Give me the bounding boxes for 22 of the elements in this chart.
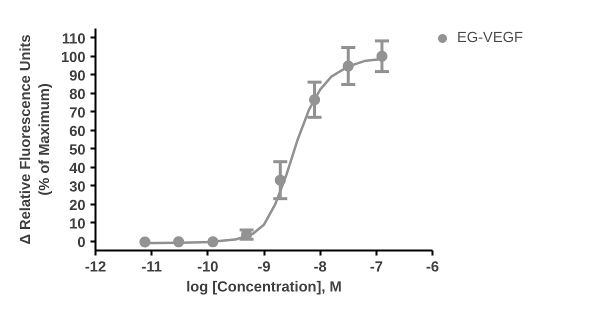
x-tick-label: -12 (84, 260, 106, 276)
y-tick-label: 90 (69, 68, 86, 84)
x-tick-label: -10 (197, 260, 218, 276)
x-tick-label: -8 (314, 260, 327, 276)
x-tick-label: -6 (426, 260, 440, 276)
y-axis-title: Δ Relative Fluorescence Units (% of Maximum) (18, 34, 54, 245)
y-tick-label: 110 (62, 31, 86, 48)
x-tick-label: -9 (257, 260, 271, 276)
y-tick-label: 60 (69, 124, 86, 140)
x-tick-label: -11 (141, 260, 162, 276)
y-tick-label: 70 (69, 105, 86, 122)
y-tick-label: 0 (77, 234, 86, 251)
y-tick-label: 30 (69, 179, 86, 196)
y-tick-label: 100 (61, 50, 86, 66)
y-tick-label: 80 (69, 86, 86, 103)
y-tick-label: 50 (69, 142, 86, 158)
y-tick-label: 40 (69, 160, 86, 177)
x-axis-title: log [Concentration], M (186, 280, 342, 296)
x-tick-label: -7 (370, 260, 383, 276)
legend-label: EG-VEGF (457, 30, 523, 46)
y-tick-label: 10 (69, 216, 86, 232)
y-tick-label: 20 (69, 198, 86, 214)
